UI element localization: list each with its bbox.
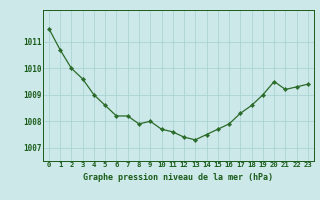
X-axis label: Graphe pression niveau de la mer (hPa): Graphe pression niveau de la mer (hPa) (84, 173, 273, 182)
